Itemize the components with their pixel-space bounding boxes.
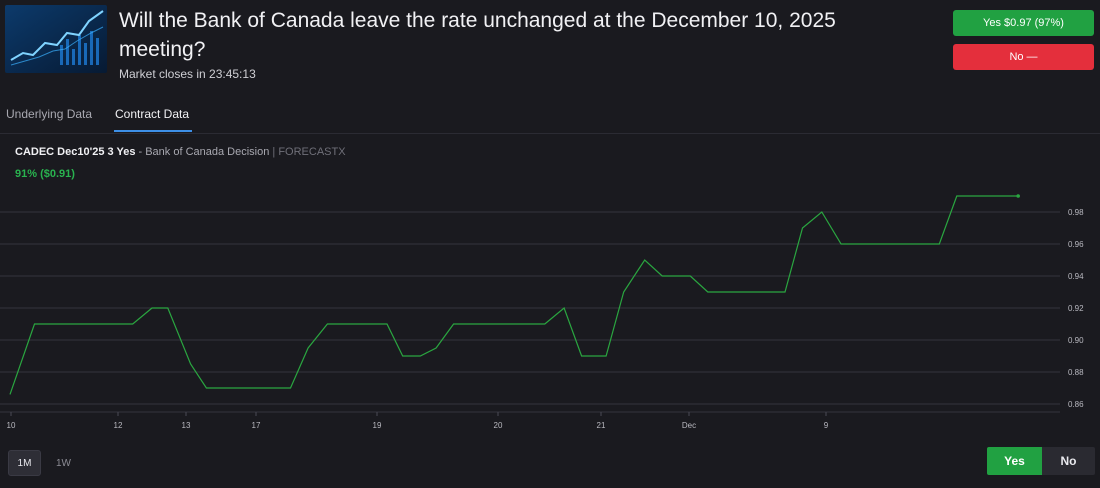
y-tick-label: 0.88 (1068, 368, 1084, 377)
x-tick-label: 20 (494, 421, 503, 430)
buy-yes-button[interactable]: Yes $0.97 (97%) (953, 10, 1094, 36)
contract-source: | FORECASTX (272, 146, 346, 158)
contract-heading: CADEC Dec10'25 3 Yes - Bank of Canada De… (15, 146, 346, 158)
tab-contract-data[interactable]: Contract Data (115, 107, 190, 121)
x-tick-label: 9 (824, 421, 829, 430)
toggle-no-button[interactable]: No (1042, 447, 1095, 475)
contract-name: CADEC Dec10'25 3 Yes (15, 146, 136, 158)
y-tick-label: 0.92 (1068, 304, 1084, 313)
y-tick-label: 0.90 (1068, 336, 1084, 345)
market-close-countdown: Market closes in 23:45:13 (119, 67, 256, 81)
y-tick-label: 0.98 (1068, 208, 1084, 217)
x-tick-label: 10 (7, 421, 16, 430)
series-last-point (1016, 194, 1020, 198)
toggle-yes-button[interactable]: Yes (987, 447, 1042, 475)
buy-no-button[interactable]: No — (953, 44, 1094, 70)
contract-price: 91% ($0.91) (15, 168, 75, 180)
x-tick-label: 21 (597, 421, 606, 430)
tab-underlying-data[interactable]: Underlying Data (6, 107, 93, 121)
x-tick-label: 19 (373, 421, 382, 430)
yes-no-toggle: Yes No (987, 447, 1095, 475)
price-chart: 0.98 0.96 0.94 0.92 0.90 0.88 0.86 10 12 13 17 19 20… (0, 194, 1084, 430)
active-tab-indicator (114, 130, 192, 132)
range-1w-button[interactable]: 1W (56, 457, 71, 469)
x-tick-label: 12 (114, 421, 123, 430)
y-tick-label: 0.96 (1068, 240, 1084, 249)
contract-description: - Bank of Canada Decision (135, 146, 273, 158)
x-tick-label: 17 (252, 421, 261, 430)
x-tick-label: Dec (682, 421, 696, 430)
market-thumbnail (5, 5, 107, 73)
y-tick-label: 0.94 (1068, 272, 1084, 281)
market-title: Will the Bank of Canada leave the rate u… (119, 9, 836, 61)
y-tick-label: 0.86 (1068, 400, 1084, 409)
x-tick-label: 13 (182, 421, 191, 430)
series-line (9, 195, 1019, 395)
range-1m-button[interactable]: 1M (8, 450, 41, 476)
data-tabs: Underlying Data Contract Data (0, 96, 1100, 134)
